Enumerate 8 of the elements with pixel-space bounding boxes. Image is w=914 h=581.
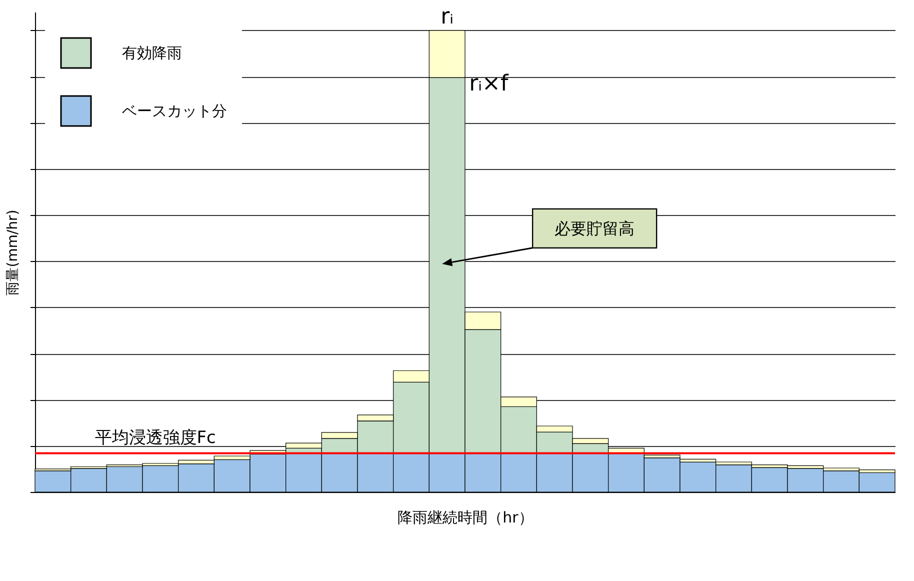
legend-label: 有効降雨: [122, 44, 182, 62]
x-axis-title: 降雨継続時間（hr）: [398, 508, 534, 526]
text: rᵢ: [440, 4, 454, 30]
annotation: 必要貯留高: [554, 218, 635, 238]
ref-line-label: 平均浸透強度Fc: [94, 428, 216, 448]
legend-label: ベースカット分: [122, 102, 227, 120]
annotation: rᵢ×f: [469, 72, 510, 97]
y-axis-title: 雨量(mm/hr): [5, 210, 21, 296]
